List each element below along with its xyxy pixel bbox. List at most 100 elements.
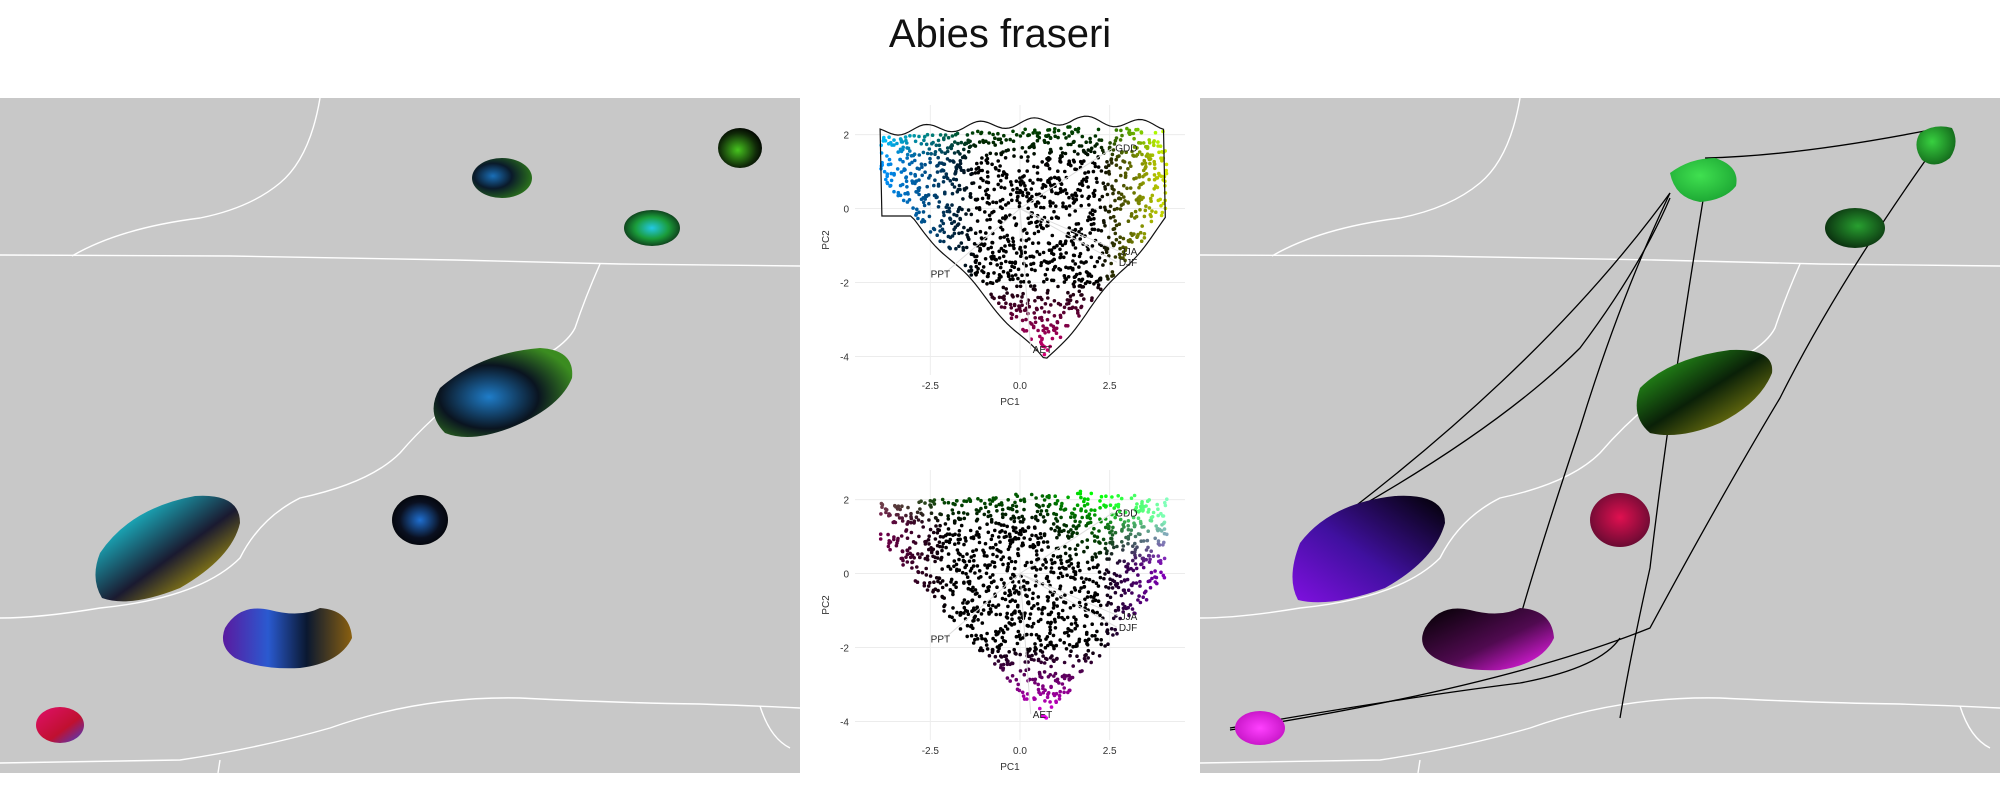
scatter-point: [1018, 183, 1023, 187]
scatter-point: [1014, 314, 1019, 319]
scatter-point: [1002, 535, 1007, 539]
scatter-point: [1040, 336, 1044, 341]
loading-label-djf: DJF: [1119, 623, 1137, 634]
scatter-point: [1131, 515, 1136, 520]
scatter-point: [1113, 515, 1117, 520]
loading-label-djf: DJF: [1119, 258, 1137, 269]
scatter-point: [1077, 254, 1082, 259]
scatter-point: [978, 168, 982, 173]
scatter-point: [1082, 624, 1087, 628]
scatter-point: [1022, 329, 1027, 333]
scatter-point: [1110, 495, 1114, 499]
scatter-point: [1088, 520, 1093, 525]
scatter-point: [1013, 260, 1018, 264]
scatter-point: [1093, 539, 1097, 543]
scatter-point: [1156, 140, 1160, 144]
scatter-point: [1062, 280, 1067, 284]
scatter-point: [1059, 515, 1063, 520]
scatter-point: [1093, 134, 1098, 138]
scatter-point: [1031, 255, 1036, 259]
scatter-point: [1112, 506, 1116, 510]
scatter-point: [960, 503, 964, 508]
x-tick-label: 0.0: [1013, 746, 1027, 757]
scatter-point: [1003, 597, 1008, 602]
scatter-point: [1099, 494, 1104, 499]
x-axis-label: PC1: [1000, 397, 1020, 408]
scatter-point: [1048, 344, 1052, 349]
scatter-point: [947, 245, 951, 250]
scatter-point: [1138, 584, 1142, 588]
scatter-point: [1164, 162, 1169, 167]
scatter-point: [1064, 524, 1069, 528]
scatter-point: [994, 629, 998, 634]
scatter-point: [988, 151, 993, 156]
scatter-point: [1015, 190, 1019, 195]
scatter-point: [1060, 151, 1065, 155]
scatter-point: [1053, 501, 1058, 506]
scatter-point: [1004, 301, 1008, 305]
scatter-point: [1078, 182, 1082, 186]
scatter-point: [1098, 550, 1102, 555]
scatter-point: [1077, 589, 1082, 594]
scatter-point: [1037, 316, 1042, 320]
scatter-point: [1121, 250, 1126, 254]
loading-vector-jja: [1019, 573, 1119, 617]
scatter-point: [1017, 516, 1021, 520]
scatter-point: [906, 192, 910, 196]
scatter-point: [931, 547, 936, 552]
scatter-point: [993, 565, 997, 569]
scatter-point: [953, 502, 957, 507]
range-patch-n-mid: [472, 158, 532, 198]
scatter-point: [1144, 204, 1148, 208]
right-map-panel[interactable]: [1200, 98, 2000, 773]
scatter-point: [888, 183, 893, 188]
scatter-point: [979, 176, 983, 181]
scatter-point: [1011, 239, 1016, 244]
scatter-point: [1137, 594, 1141, 598]
scatter-point: [967, 579, 972, 584]
scatter-point: [904, 513, 908, 518]
scatter-point: [1068, 125, 1072, 129]
scatter-point: [995, 509, 999, 513]
scatter-point: [1029, 284, 1033, 288]
scatter-point: [1092, 264, 1097, 269]
scatter-point: [1017, 201, 1022, 205]
scatter-point: [1096, 165, 1101, 169]
scatter-point: [892, 138, 896, 142]
scatter-point: [1038, 648, 1043, 653]
scatter-point: [1154, 176, 1159, 180]
scatter-point: [1051, 644, 1056, 648]
scatter-point: [995, 279, 999, 283]
scatter-point: [1006, 201, 1011, 205]
scatter-point: [1105, 628, 1110, 632]
scatter-point: [1051, 201, 1055, 205]
scatter-point: [917, 192, 921, 197]
scatter-point: [977, 206, 982, 210]
scatter-point: [1010, 260, 1014, 265]
scatter-point: [912, 152, 917, 156]
scatter-point: [1005, 662, 1010, 667]
scatter-point: [946, 234, 951, 239]
scatter-point: [1084, 577, 1088, 581]
scatter-point: [990, 560, 995, 564]
scatter-point: [948, 179, 953, 183]
scatter-point: [936, 138, 941, 143]
scatter-point: [992, 254, 996, 259]
scatter-point: [1049, 705, 1054, 709]
scatter-point: [969, 167, 974, 172]
scatter-point: [1126, 562, 1130, 566]
scatter-point: [1027, 197, 1032, 202]
scatter-point: [995, 263, 999, 267]
scatter-point: [979, 634, 983, 638]
scatter-point: [1013, 599, 1018, 603]
scatter-point: [989, 580, 994, 585]
scatter-point: [1014, 179, 1019, 183]
left-map-panel[interactable]: [0, 98, 800, 773]
scatter-point: [1052, 603, 1056, 607]
y-tick-label: -2: [840, 644, 849, 655]
scatter-point: [1052, 299, 1057, 303]
scatter-point: [1057, 529, 1061, 534]
scatter-point: [955, 213, 959, 218]
scatter-point: [936, 527, 940, 532]
scatter-point: [921, 150, 926, 155]
